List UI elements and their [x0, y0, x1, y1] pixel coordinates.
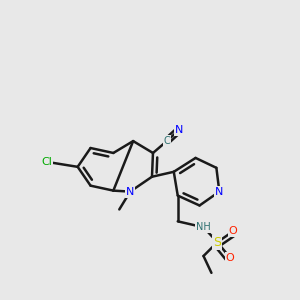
Text: S: S — [213, 236, 221, 249]
Text: N: N — [126, 187, 134, 196]
Text: N: N — [215, 187, 224, 196]
Text: Cl: Cl — [41, 157, 52, 167]
Text: NH: NH — [196, 222, 211, 232]
Text: O: O — [226, 253, 235, 263]
Text: C: C — [164, 136, 170, 146]
Text: N: N — [175, 125, 183, 135]
Text: O: O — [229, 226, 238, 236]
